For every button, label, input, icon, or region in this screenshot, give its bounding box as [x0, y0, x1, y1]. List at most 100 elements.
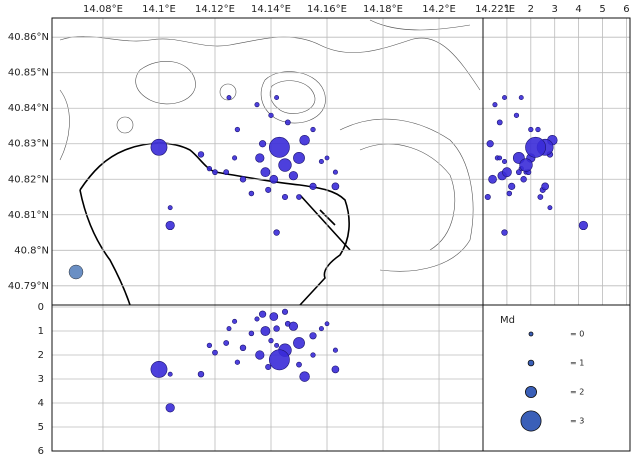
event: [324, 321, 330, 327]
event: [255, 350, 265, 360]
depth-tick-label: 2: [38, 350, 44, 361]
event: [525, 136, 546, 158]
event: [324, 155, 330, 161]
legend-marker: [525, 385, 538, 398]
event: [260, 326, 271, 336]
event: [513, 112, 520, 118]
event: [248, 330, 255, 337]
event: [265, 186, 272, 193]
event: [212, 169, 218, 176]
event: [484, 193, 491, 201]
event: [165, 403, 175, 413]
lat-tick-label: 40.84°N: [8, 103, 49, 114]
event: [519, 158, 533, 172]
event: [234, 359, 241, 365]
event: [226, 95, 232, 101]
event: [497, 155, 503, 161]
event: [293, 337, 305, 349]
event: [239, 344, 247, 351]
event: [502, 167, 512, 178]
lat-tick-label: 40.82°N: [8, 174, 49, 185]
event: [226, 326, 232, 332]
lon-tick-label: 14.18°E: [363, 4, 403, 15]
event: [310, 126, 316, 133]
event: [541, 182, 549, 191]
event: [167, 205, 173, 211]
event: [528, 126, 534, 133]
event: [281, 308, 289, 315]
lat-tick-label: 40.85°N: [8, 68, 49, 79]
depth-tick-label: 2: [528, 4, 534, 15]
event: [150, 361, 168, 378]
legend-marker: [527, 359, 535, 367]
depth-tick-label: 3: [38, 374, 44, 385]
depth-tick-label: 4: [38, 398, 44, 409]
event: [268, 337, 274, 344]
lat-tick-label: 40.83°N: [8, 139, 49, 150]
event: [518, 95, 524, 101]
event: [535, 126, 541, 133]
event: [520, 176, 527, 183]
depth-tick-label: 0: [38, 302, 44, 313]
legend-marker: [520, 410, 542, 432]
depth-tick-label: 5: [38, 422, 44, 433]
lon-tick-label: 14.1°E: [142, 4, 176, 15]
pier: [299, 194, 351, 251]
event: [268, 112, 274, 118]
legend-frame: [482, 304, 631, 452]
event: [239, 176, 247, 183]
event: [486, 140, 494, 148]
event: [299, 371, 310, 382]
event: [293, 152, 305, 164]
event: [206, 342, 213, 349]
event: [212, 349, 218, 356]
event: [269, 312, 279, 321]
event: [492, 102, 498, 108]
lat-tick-label: 40.81°N: [8, 210, 49, 221]
event: [537, 194, 544, 200]
event: [281, 193, 289, 201]
lon-tick-label: 14.14°E: [251, 4, 291, 15]
event: [278, 158, 292, 172]
event: [274, 95, 280, 101]
event: [232, 155, 238, 161]
event: [310, 352, 316, 358]
event: [501, 229, 508, 236]
event: [309, 182, 317, 190]
contour: [260, 71, 326, 124]
event: [206, 165, 213, 172]
event: [248, 190, 255, 197]
event: [309, 332, 317, 340]
depth-tick-label: 4: [575, 4, 581, 15]
contour: [59, 89, 70, 161]
depth-tick-label: 3: [552, 4, 558, 15]
lon-tick-label: 14.12°E: [195, 4, 235, 15]
event: [318, 326, 324, 332]
contour: [135, 61, 196, 105]
event: [254, 102, 260, 108]
logo: [68, 264, 84, 280]
event: [254, 316, 260, 322]
event: [223, 340, 230, 346]
event: [165, 220, 175, 231]
lat-tick-label: 40.8°N: [14, 245, 49, 256]
event: [274, 342, 280, 348]
event: [284, 119, 291, 126]
legend-title: Md: [500, 315, 515, 326]
event: [332, 347, 338, 353]
event: [515, 169, 522, 176]
event: [260, 167, 271, 178]
lon-tick-label: 14.08°E: [83, 4, 123, 15]
depth-tick-label: 5: [599, 4, 605, 15]
event: [259, 140, 267, 148]
coastline: [79, 189, 131, 306]
event: [288, 171, 299, 181]
event: [332, 169, 338, 175]
event: [578, 220, 588, 231]
event: [269, 136, 290, 158]
event: [269, 174, 279, 184]
event: [255, 153, 265, 163]
lon-tick-label: 14.22°E: [475, 4, 515, 15]
event: [296, 194, 302, 200]
